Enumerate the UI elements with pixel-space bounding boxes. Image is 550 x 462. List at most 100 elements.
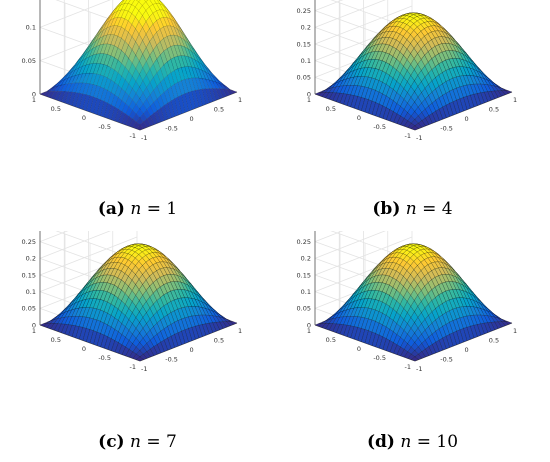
surface-cell xyxy=(181,93,189,113)
x-tick-label: -1 xyxy=(141,134,147,142)
surface-cell xyxy=(170,70,179,85)
y-tick-label: -1 xyxy=(130,132,136,140)
surface-cell xyxy=(145,16,154,29)
surface-cell xyxy=(135,21,143,35)
surface-cell xyxy=(132,121,141,129)
surface-mesh xyxy=(314,243,513,362)
surface-cell xyxy=(50,91,59,100)
z-tick-label: 0 xyxy=(307,321,311,329)
surface-cell xyxy=(153,110,162,124)
surface-cell xyxy=(57,91,66,102)
y-tick-label: -1 xyxy=(130,363,136,371)
x-tick-label: -1 xyxy=(416,134,422,142)
surface-cell xyxy=(149,49,157,65)
z-tick-label: 0.05 xyxy=(297,74,311,82)
y-tick-label: -0.5 xyxy=(98,123,111,131)
y-tick-label: 1 xyxy=(307,96,311,104)
x-tick-label: 0 xyxy=(465,115,469,123)
x-tick-label: 1 xyxy=(513,96,517,104)
surface-cell xyxy=(114,72,122,86)
y-tick-label: 0.5 xyxy=(326,105,336,113)
surface-cell xyxy=(53,79,62,87)
x-tick-label: -0.5 xyxy=(440,356,453,364)
z-tick-label: 0.1 xyxy=(26,288,36,296)
surface-cell xyxy=(149,36,157,51)
surface-cell xyxy=(53,81,62,88)
surface-cell xyxy=(145,6,154,18)
surface-cell xyxy=(191,77,200,91)
z-tick-label: 0 xyxy=(307,90,311,98)
y-tick-label: 1 xyxy=(32,96,36,104)
y-tick-label: -1 xyxy=(405,132,411,140)
surface-cell xyxy=(128,75,137,89)
panel-d: 00.050.10.150.20.250.3-1-0.500.51-1-0.50… xyxy=(275,231,550,462)
x-tick-label: 1 xyxy=(238,327,242,335)
surface-cell xyxy=(156,9,164,19)
surface-cell xyxy=(143,109,151,120)
surface-cell xyxy=(170,98,179,117)
z-tick-label: 0.1 xyxy=(301,57,311,65)
caption-b: (b) n = 4 xyxy=(372,199,453,219)
y-tick-label: 0 xyxy=(357,345,361,353)
surface-cell xyxy=(135,1,143,11)
surface-cell xyxy=(124,44,133,59)
surface-mesh xyxy=(39,243,238,362)
x-tick-label: 0.5 xyxy=(214,337,224,345)
y-tick-label: 0 xyxy=(82,345,86,353)
caption-a: (a) n = 1 xyxy=(97,199,178,219)
surface-plot-d: 00.050.10.150.20.250.3-1-0.500.51-1-0.50… xyxy=(297,231,517,373)
z-tick-label: 0.25 xyxy=(22,238,36,246)
y-tick-label: 1 xyxy=(32,327,36,335)
surface-cell xyxy=(191,90,200,109)
z-tick-label: 0 xyxy=(32,321,36,329)
y-tick-label: 0.5 xyxy=(51,105,61,113)
z-tick-label: 0.1 xyxy=(26,24,36,32)
surface-cell xyxy=(411,356,419,362)
caption-d: (d) n = 10 xyxy=(366,432,459,452)
x-tick-label: -1 xyxy=(141,365,147,373)
y-tick-label: 0 xyxy=(82,114,86,122)
surface-cell xyxy=(139,80,147,94)
surface-cell xyxy=(120,9,129,19)
surface-cell xyxy=(120,0,125,3)
surface-cell xyxy=(145,28,154,42)
surface-cell xyxy=(149,89,158,103)
surface-cell xyxy=(128,88,137,101)
x-tick-label: -1 xyxy=(416,365,422,373)
x-tick-label: 0 xyxy=(190,115,194,123)
x-tick-label: 0 xyxy=(190,346,194,354)
x-tick-label: -0.5 xyxy=(440,125,453,133)
surface-cell xyxy=(128,99,137,111)
surface-cell xyxy=(160,64,168,80)
y-tick-label: 0 xyxy=(357,114,361,122)
caption-c: (c) n = 7 xyxy=(98,432,177,452)
surface-cell xyxy=(125,95,133,107)
surface-cell xyxy=(125,116,134,127)
z-tick-label: 0.05 xyxy=(297,305,311,313)
x-tick-label: 1 xyxy=(238,96,242,104)
y-tick-label: 1 xyxy=(307,327,311,335)
surface-cell xyxy=(139,53,147,68)
surface-cell xyxy=(135,33,143,48)
z-tick-label: 0.2 xyxy=(301,255,311,263)
x-tick-label: 0 xyxy=(465,346,469,354)
surface-cell xyxy=(43,91,51,97)
surface-cell xyxy=(145,0,154,8)
z-tick-label: 0.2 xyxy=(26,255,36,263)
surface-cell xyxy=(160,50,168,66)
surface-plot-c: 00.050.10.150.20.250.3-1-0.500.51-1-0.50… xyxy=(22,231,242,373)
grid-line xyxy=(314,231,344,243)
surface-cell xyxy=(156,18,164,30)
panel-a: 00.050.10.15-1-0.500.51-1-0.500.51 (a) n… xyxy=(0,0,275,231)
surface-cell xyxy=(132,113,141,123)
surface-cell xyxy=(198,77,206,90)
surface-cell xyxy=(153,98,161,111)
surface-cell xyxy=(135,10,143,23)
surface-plot-a: 00.050.10.15-1-0.500.51-1-0.500.51 xyxy=(22,0,242,142)
z-tick-label: 0.15 xyxy=(22,271,36,279)
panel-c: 00.050.10.150.20.250.3-1-0.500.51-1-0.50… xyxy=(0,231,275,462)
y-tick-label: -0.5 xyxy=(98,354,111,362)
y-tick-label: -0.5 xyxy=(373,123,386,131)
x-tick-label: 1 xyxy=(513,327,517,335)
y-tick-label: -0.5 xyxy=(373,354,386,362)
